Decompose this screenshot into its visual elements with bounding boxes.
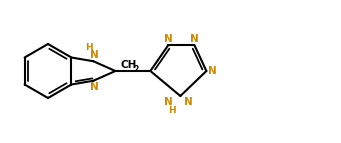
Text: CH: CH [120,60,137,70]
Text: N: N [184,97,193,107]
Text: N: N [90,50,99,60]
Text: N: N [190,34,199,44]
Text: 2: 2 [133,65,139,74]
Text: N: N [164,97,173,107]
Text: H: H [168,106,176,115]
Text: H: H [86,43,93,52]
Text: N: N [90,82,99,92]
Text: N: N [164,34,173,44]
Text: N: N [208,66,217,76]
